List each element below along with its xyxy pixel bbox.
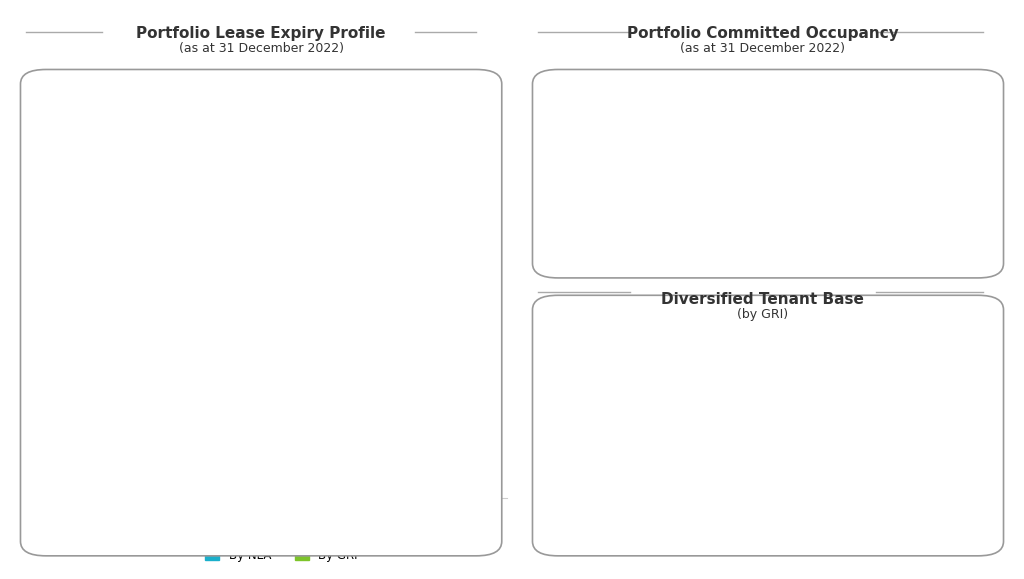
Wedge shape (728, 458, 775, 501)
Bar (115, 465, 144, 498)
Wedge shape (780, 361, 851, 445)
Text: Fashion &
Accessories
11.5%: Fashion & Accessories 11.5% (854, 477, 913, 510)
Bar (449, 394, 477, 498)
Text: 9.6%: 9.6% (116, 453, 142, 463)
Text: 22.1%: 22.1% (364, 410, 396, 420)
Bar (86, 478, 115, 498)
Text: Beauty &
Health
6.8%: Beauty & Health 6.8% (633, 470, 679, 503)
Text: 2Q FY2023: 2Q FY2023 (782, 133, 877, 148)
Text: Portfolio Committed Occupancy: Portfolio Committed Occupancy (627, 26, 899, 41)
Text: (as at 31 December 2022): (as at 31 December 2022) (178, 42, 344, 55)
Bar (631, 103, 654, 211)
Wedge shape (711, 361, 781, 432)
Text: 29.9%: 29.9% (446, 383, 479, 393)
Text: Others
25.1%: Others 25.1% (670, 377, 703, 399)
Text: 9.0%: 9.0% (254, 455, 281, 465)
Text: 99.7%: 99.7% (796, 193, 863, 212)
Text: 17.6%: 17.6% (197, 426, 229, 435)
Text: 20.8%: 20.8% (280, 415, 312, 424)
Bar (598, 103, 628, 241)
Bar (365, 422, 394, 498)
Text: Food & Beverages
28.0%: Food & Beverages 28.0% (872, 391, 963, 413)
Text: 8.3 years by NLA: 8.3 years by NLA (102, 150, 215, 163)
FancyBboxPatch shape (51, 98, 266, 214)
Bar (169, 467, 199, 498)
Text: (by GRI): (by GRI) (737, 308, 788, 321)
Text: Supermarket
4.6%: Supermarket 4.6% (604, 427, 669, 449)
Wedge shape (714, 443, 751, 478)
Text: 9.1%: 9.1% (170, 455, 197, 465)
Wedge shape (771, 466, 819, 501)
Text: Broadcasting
12.7%: Broadcasting 12.7% (890, 447, 955, 469)
Text: 5.3 years by GRI: 5.3 years by GRI (103, 180, 214, 193)
Bar (199, 437, 227, 498)
Text: (as at 31 December 2022): (as at 31 December 2022) (680, 42, 846, 55)
Text: 1Q FY2023: 1Q FY2023 (787, 226, 871, 241)
Wedge shape (711, 431, 741, 452)
Bar (282, 426, 311, 498)
Text: ♩: ♩ (611, 243, 617, 256)
Legend: By NLA, By GRI: By NLA, By GRI (201, 544, 362, 567)
Bar (561, 103, 596, 194)
Bar (336, 454, 365, 498)
Text: Diversified Tenant Base: Diversified Tenant Base (662, 292, 864, 307)
Text: 99.8%: 99.8% (791, 100, 868, 120)
Bar (419, 279, 449, 498)
Text: Government
11.3%: Government 11.3% (739, 503, 802, 525)
Text: WALE¹: WALE¹ (134, 117, 183, 131)
Text: 5.8%: 5.8% (87, 466, 114, 476)
Text: 12.8%: 12.8% (334, 442, 367, 452)
Text: 63.3%: 63.3% (418, 267, 451, 277)
Text: Portfolio Lease Expiry Profile: Portfolio Lease Expiry Profile (136, 26, 386, 41)
Wedge shape (803, 439, 850, 490)
Bar (252, 467, 282, 498)
